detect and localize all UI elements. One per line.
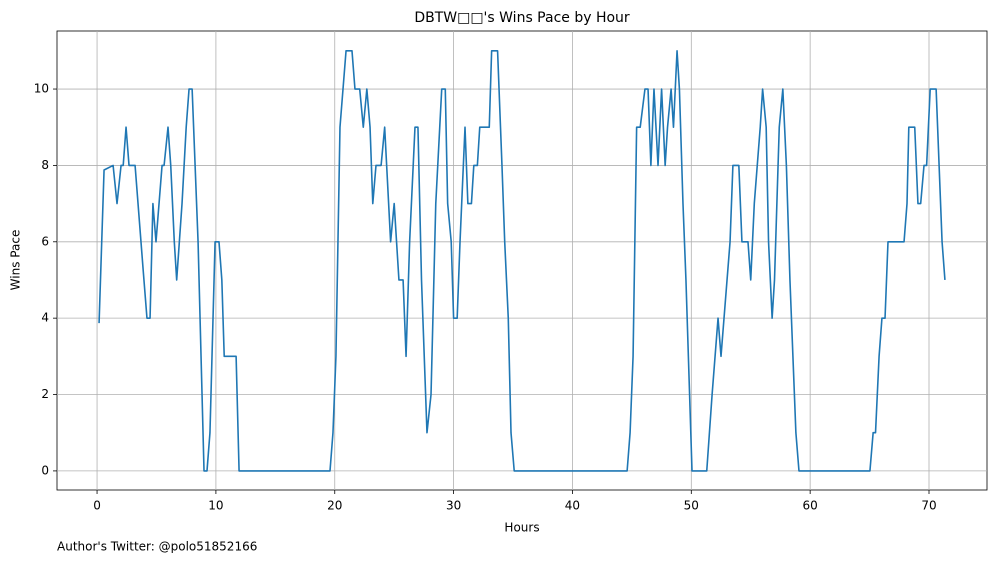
y-tick-label: 6 [41, 234, 49, 248]
y-tick-label: 2 [41, 387, 49, 401]
x-axis-label: Hours [504, 521, 539, 535]
data-line [98, 50, 946, 472]
x-tick-label: 10 [208, 499, 223, 513]
annotation: Author's Twitter: @polo51852166 [57, 540, 257, 554]
x-tick-label: 60 [803, 499, 818, 513]
chart-title: DBTW□□'s Wins Pace by Hour [414, 10, 630, 26]
x-tick-label: 20 [327, 499, 342, 513]
plot-frame [56, 30, 988, 491]
y-tick-label: 8 [41, 158, 49, 172]
y-tick-label: 10 [34, 82, 49, 96]
x-tick-label: 30 [446, 499, 461, 513]
x-tick-label: 0 [93, 499, 101, 513]
y-axis-label: Wins Pace [9, 230, 23, 291]
x-tick-label: 40 [565, 499, 580, 513]
y-tick-label: 4 [41, 311, 49, 325]
x-tick-label: 70 [921, 499, 936, 513]
x-tick-label: 50 [684, 499, 699, 513]
y-tick-label: 0 [41, 463, 49, 477]
